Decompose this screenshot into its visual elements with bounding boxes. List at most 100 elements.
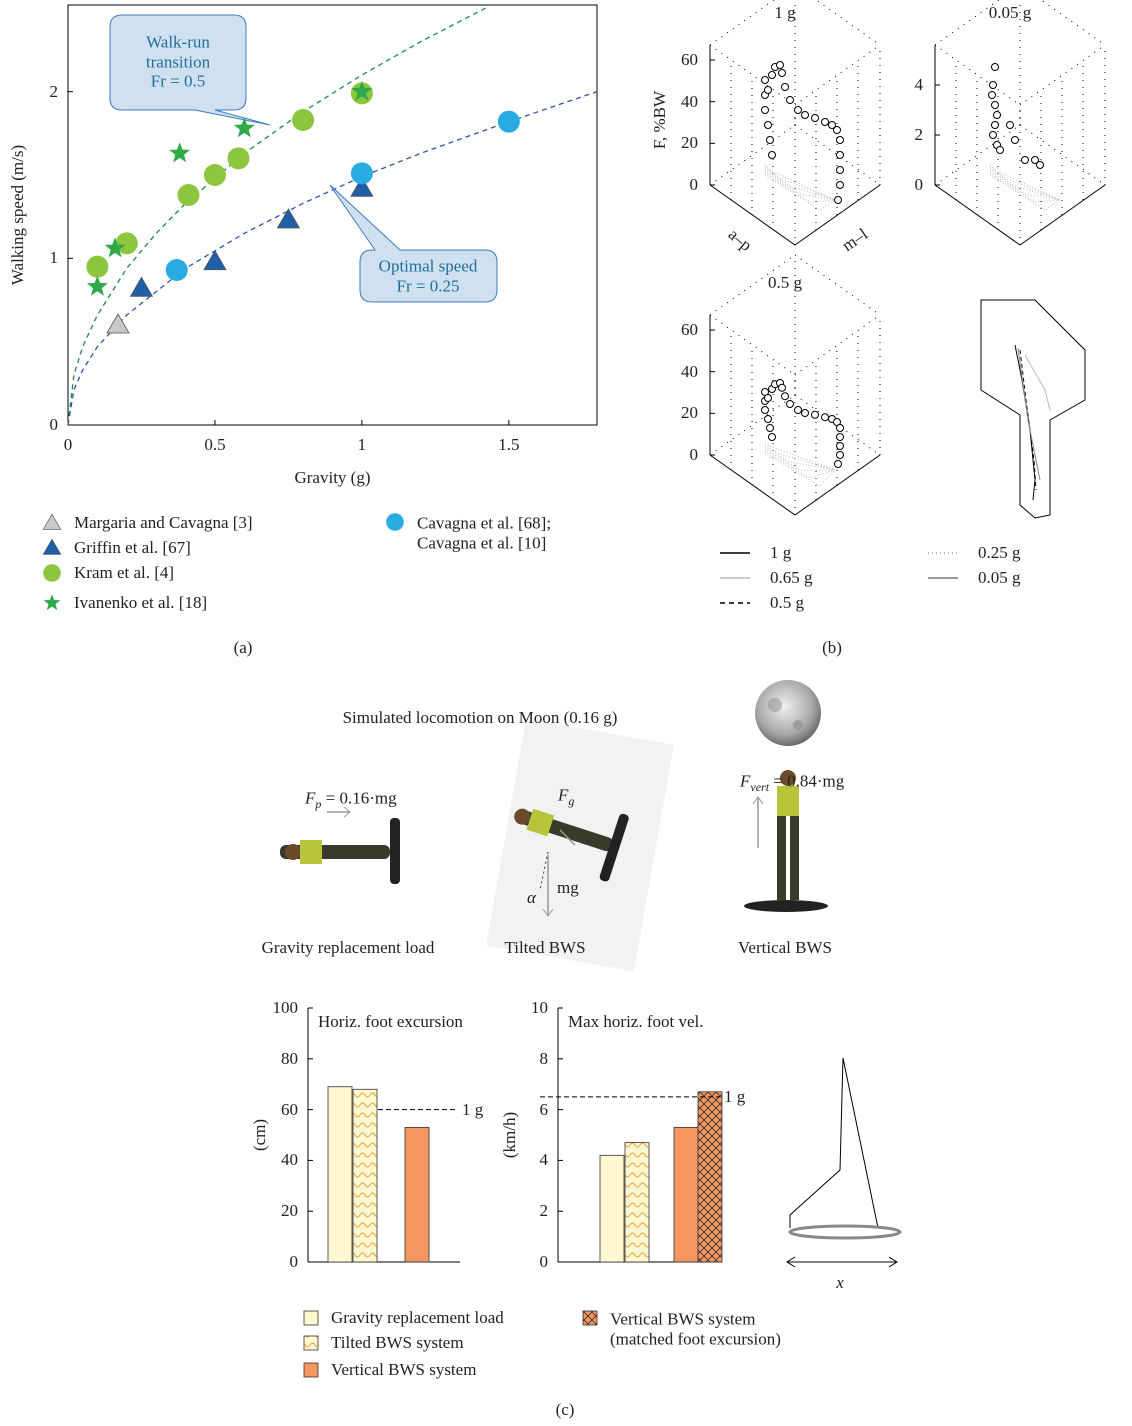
illustration-art [280, 299, 1086, 1268]
legend-label: 0.25 g [978, 543, 1021, 563]
marker [43, 564, 61, 582]
force-point [794, 106, 802, 114]
annotation: Optimal speed Fr = 0.25 [378, 256, 478, 295]
marker [276, 208, 301, 229]
legend-label: Tilted BWS system [331, 1333, 464, 1353]
z-tick-label: 2 [914, 125, 924, 145]
force-point [836, 424, 844, 432]
y-axis-label: Walking speed (m/s) [8, 144, 28, 286]
y-axis-label: (km/h) [500, 1111, 520, 1159]
trace-line [989, 168, 1061, 201]
force-point [761, 406, 769, 414]
force-point [776, 61, 784, 69]
marker [177, 184, 200, 206]
legend-label: Margaria and Cavagna [3] [74, 513, 253, 533]
force-point [764, 86, 772, 94]
panel-label: (c) [555, 1400, 575, 1420]
legend-swatch [303, 1335, 319, 1351]
force-point [1011, 136, 1019, 144]
force-point [768, 71, 776, 79]
force-label: mg [557, 878, 579, 898]
trace-line [764, 168, 836, 201]
marker [203, 249, 227, 271]
y-axis-label: (cm) [250, 1118, 270, 1152]
setup-label: Gravity replacement load [261, 938, 435, 958]
legend-item [43, 564, 61, 582]
callout [329, 184, 498, 303]
legend-label: 0.5 g [770, 593, 804, 613]
z-tick-label: 0 [914, 175, 924, 195]
legend-label: Vertical BWS system [331, 1360, 477, 1380]
force-point [836, 181, 844, 189]
marker [42, 513, 62, 530]
legend-swatch [303, 1362, 319, 1378]
axis-symbol: x [836, 1273, 844, 1293]
force-point [768, 151, 776, 159]
force-point [811, 410, 819, 419]
reference-label: 1 g [462, 1099, 484, 1119]
force-point [1006, 121, 1014, 129]
force-point [836, 433, 844, 441]
force-point [988, 91, 996, 99]
y-tick-label: 0 [289, 1252, 299, 1272]
trace-line [764, 174, 836, 211]
trace-line [764, 164, 836, 201]
y-axis-label: m–l [838, 224, 872, 256]
marker [86, 275, 108, 296]
x-axis-label: a–p [724, 224, 756, 255]
force-point [989, 81, 997, 89]
legend-label: 0.65 g [770, 568, 813, 588]
force-point [801, 111, 809, 119]
marker [227, 147, 250, 170]
marker [104, 237, 126, 258]
legend-label: Griffin et al. [67] [74, 538, 191, 558]
marker [115, 232, 138, 255]
force-point [836, 442, 844, 450]
force-point [1036, 161, 1044, 169]
panel-label: (a) [233, 638, 253, 658]
legend-label: Vertical BWS system (matched foot excurs… [610, 1309, 781, 1348]
x-tick-label: 0 [63, 435, 73, 455]
force-label: α [527, 888, 536, 908]
legend-label: Gravity replacement load [331, 1308, 504, 1328]
marker [106, 313, 130, 334]
marker [42, 538, 62, 555]
plot-title: 1 g [774, 3, 796, 23]
chart-title: Max horiz. foot vel. [568, 1012, 704, 1032]
y-tick-label: 60 [281, 1099, 298, 1119]
x-axis-label: Gravity (g) [294, 468, 371, 488]
callout [109, 14, 271, 126]
force-point [989, 131, 997, 139]
legend-label: 0.05 g [978, 568, 1021, 588]
legend-label: Kram et al. [4] [74, 563, 175, 583]
legend-item [386, 513, 404, 531]
force-point [781, 392, 789, 401]
y-tick-label: 8 [539, 1049, 549, 1069]
force-text: = 0.16·mg [321, 788, 397, 808]
marker [351, 80, 373, 101]
z-tick-label: 20 [681, 133, 698, 153]
bar [599, 1154, 625, 1263]
trace-line [989, 164, 1061, 201]
y-tick-label: 0 [539, 1252, 549, 1272]
force-subscript: g [568, 793, 575, 808]
bar [404, 1126, 430, 1263]
chart-title: Horiz. foot excursion [318, 1012, 463, 1032]
force-point [786, 96, 794, 104]
fit-curve [67, 6, 489, 426]
force-point [834, 196, 842, 204]
trace-line [764, 446, 836, 471]
illustration-title: Simulated locomotion on Moon (0.16 g) [342, 708, 618, 728]
legend-item [42, 538, 62, 555]
setup-label: Tilted BWS [504, 938, 586, 958]
bar [673, 1126, 699, 1263]
plot-title: 0.05 g [988, 3, 1032, 23]
setup-label: Vertical BWS [738, 938, 832, 958]
plot-title: 0.5 g [768, 273, 802, 293]
trace-line [764, 450, 836, 479]
force-point [768, 433, 776, 441]
y-tick-label: 2 [49, 81, 59, 101]
legend-swatch [303, 1310, 319, 1326]
z-axis-label: F, %BW [650, 90, 670, 150]
